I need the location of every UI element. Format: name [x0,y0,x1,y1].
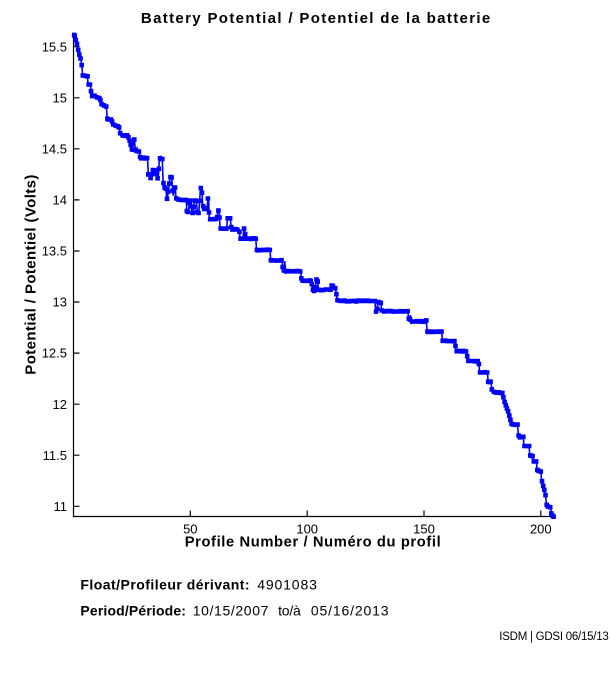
svg-text:Potential / Potentiel (Volts): Potential / Potentiel (Volts) [23,174,40,375]
svg-text:Period/Période:: Period/Période: [80,603,186,619]
svg-text:150: 150 [413,522,435,537]
svg-text:12: 12 [53,397,67,412]
svg-text:Profile Number / Numéro du pro: Profile Number / Numéro du profil [185,534,442,550]
svg-text:12.5: 12.5 [42,346,67,361]
svg-text:Float/Profileur dérivant:: Float/Profileur dérivant: [80,577,250,593]
svg-text:05/16/2013: 05/16/2013 [311,603,389,619]
svg-text:15: 15 [53,90,67,105]
svg-text:13: 13 [53,295,67,310]
svg-text:100: 100 [296,522,318,537]
svg-text:200: 200 [530,522,552,537]
svg-text:15.5: 15.5 [42,39,67,54]
svg-text:Battery Potential / Potentiel: Battery Potential / Potentiel de la batt… [141,10,492,27]
svg-text:14.5: 14.5 [42,141,67,156]
svg-text:14: 14 [53,193,67,208]
svg-text:11: 11 [54,499,68,514]
svg-text:ISDM | GDSI 06/15/13: ISDM | GDSI 06/15/13 [499,631,608,643]
svg-text:50: 50 [183,522,197,537]
svg-text:to/à: to/à [278,603,301,619]
svg-text:10/15/2007: 10/15/2007 [193,603,269,619]
svg-text:4901083: 4901083 [257,577,318,593]
svg-text:11.5: 11.5 [43,448,67,463]
svg-text:13.5: 13.5 [42,244,67,259]
